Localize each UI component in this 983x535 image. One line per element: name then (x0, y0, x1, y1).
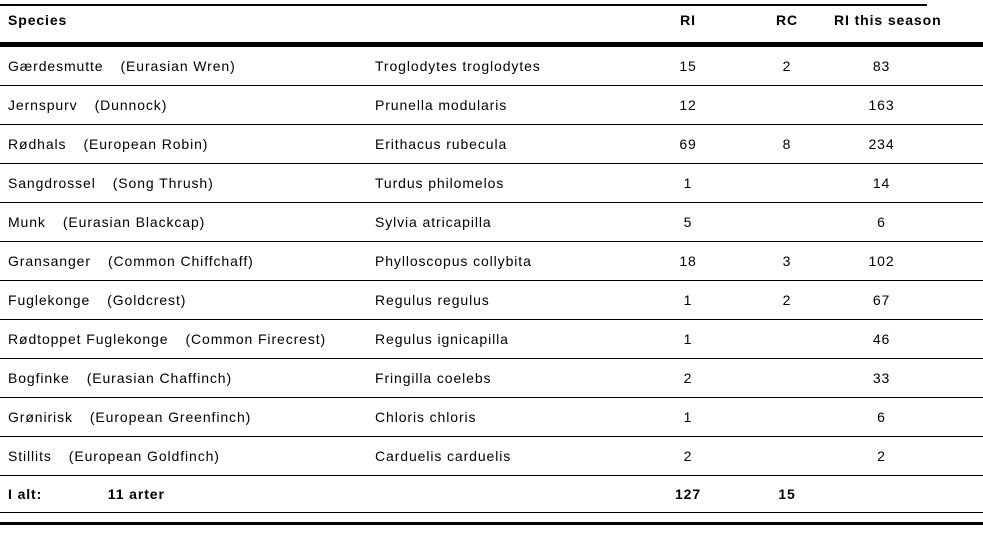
species-row: Gransanger (Common Chiffchaff) Phylloscop… (0, 242, 983, 281)
species-row: Stillits (European Goldfinch) Carduelis c… (0, 437, 983, 476)
ri-season-count: 33 (872, 370, 891, 386)
species-english-name: (European Greenfinch) (89, 409, 252, 425)
total-row: I alt: 11 arter 127 15 (0, 476, 983, 513)
total-label: I alt: (8, 486, 43, 502)
ri-season-count: 234 (868, 136, 895, 152)
species-english-name: (Eurasian Wren) (120, 58, 236, 74)
column-header-ri: RI (680, 12, 696, 28)
species-danish-name: Bogfinke (8, 370, 70, 386)
species-name-cell: Grønirisk (European Greenfinch) (0, 409, 368, 425)
species-scientific-name: Chloris chloris (375, 409, 477, 425)
species-scientific-name: Fringilla coelebs (375, 370, 492, 386)
species-name-cell: Rødhals (European Robin) (0, 136, 368, 152)
species-danish-name: Gransanger (8, 253, 91, 269)
rc-count: 3 (782, 253, 792, 269)
species-danish-name: Jernspurv (8, 97, 78, 113)
ri-count: 1 (683, 409, 693, 425)
ri-count: 18 (679, 253, 697, 269)
ri-season-count: 102 (868, 253, 895, 269)
ri-season-count: 163 (868, 97, 895, 113)
ri-season-count: 83 (872, 58, 891, 74)
ri-season-count: 46 (872, 331, 891, 347)
species-danish-name: Stillits (8, 448, 52, 464)
species-scientific-name: Sylvia atricapilla (375, 214, 492, 230)
table-body: Gærdesmutte (Eurasian Wren) Troglodytes t… (0, 47, 983, 476)
species-row: Rødhals (European Robin) Erithacus rubecu… (0, 125, 983, 164)
species-danish-name: Gærdesmutte (8, 58, 104, 74)
species-danish-name: Rødtoppet Fuglekonge (8, 331, 169, 347)
species-english-name: (Eurasian Chaffinch) (86, 370, 233, 386)
ri-count: 1 (683, 331, 693, 347)
species-row: Gærdesmutte (Eurasian Wren) Troglodytes t… (0, 47, 983, 86)
table-top-rule (0, 4, 927, 6)
column-header-ri-this-season: RI this season (834, 12, 942, 28)
species-scientific-name: Regulus ignicapilla (375, 331, 509, 347)
species-name-cell: Stillits (European Goldfinch) (0, 448, 368, 464)
species-row: Rødtoppet Fuglekonge (Common Firecrest) R… (0, 320, 983, 359)
ri-season-count: 14 (872, 175, 891, 191)
table-bottom-rule (0, 522, 983, 525)
ri-count: 69 (679, 136, 697, 152)
species-name-cell: Gransanger (Common Chiffchaff) (0, 253, 368, 269)
species-danish-name: Grønirisk (8, 409, 73, 425)
header-thick-rule (0, 42, 983, 47)
ri-season-count: 67 (872, 292, 891, 308)
species-scientific-name: Troglodytes troglodytes (375, 58, 541, 74)
total-ri-count: 127 (674, 486, 702, 502)
ri-season-count: 2 (877, 448, 886, 464)
species-row: Sangdrossel (Song Thrush) Turdus philomel… (0, 164, 983, 203)
species-name-cell: Munk (Eurasian Blackcap) (0, 214, 368, 230)
species-name-cell: Gærdesmutte (Eurasian Wren) (0, 58, 368, 74)
rc-count: 2 (782, 292, 792, 308)
species-english-name: (Dunnock) (94, 97, 168, 113)
total-species-cell: I alt: 11 arter (0, 486, 368, 502)
species-row: Grønirisk (European Greenfinch) Chloris c… (0, 398, 983, 437)
species-name-cell: Sangdrossel (Song Thrush) (0, 175, 368, 191)
total-species-count: 11 arter (107, 486, 165, 502)
species-scientific-name: Turdus philomelos (375, 175, 505, 191)
rc-count: 8 (782, 136, 792, 152)
species-scientific-name: Phylloscopus collybita (375, 253, 532, 269)
species-scientific-name: Erithacus rubecula (375, 136, 508, 152)
ri-count: 12 (679, 97, 697, 113)
species-scientific-name: Prunella modularis (375, 97, 508, 113)
species-name-cell: Jernspurv (Dunnock) (0, 97, 368, 113)
species-name-cell: Bogfinke (Eurasian Chaffinch) (0, 370, 368, 386)
ri-count: 2 (683, 370, 693, 386)
species-name-cell: Fuglekonge (Goldcrest) (0, 292, 368, 308)
species-danish-name: Fuglekonge (8, 292, 91, 308)
species-danish-name: Sangdrossel (8, 175, 96, 191)
species-name-cell: Rødtoppet Fuglekonge (Common Firecrest) (0, 331, 368, 347)
column-header-rc: RC (775, 12, 799, 28)
species-row: Munk (Eurasian Blackcap) Sylvia atricapil… (0, 203, 983, 242)
species-danish-name: Munk (8, 214, 46, 230)
ri-count: 2 (683, 448, 693, 464)
ri-count: 5 (683, 214, 693, 230)
ri-season-count: 6 (877, 214, 886, 230)
species-row: Bogfinke (Eurasian Chaffinch) Fringilla c… (0, 359, 983, 398)
species-english-name: (Common Firecrest) (185, 331, 327, 347)
species-english-name: (Common Chiffchaff) (107, 253, 254, 269)
species-english-name: (Goldcrest) (107, 292, 187, 308)
species-danish-name: Rødhals (8, 136, 67, 152)
ri-count: 15 (679, 58, 697, 74)
species-english-name: (Song Thrush) (112, 175, 214, 191)
total-rc-count: 15 (778, 486, 796, 502)
species-row: Jernspurv (Dunnock) Prunella modularis 12… (0, 86, 983, 125)
species-english-name: (European Goldfinch) (68, 448, 220, 464)
column-header-species: Species (8, 12, 68, 28)
ri-count: 1 (683, 292, 693, 308)
species-scientific-name: Carduelis carduelis (375, 448, 512, 464)
table-header-row: Species RI RC RI this season (0, 6, 983, 42)
ri-count: 1 (683, 175, 693, 191)
species-row: Fuglekonge (Goldcrest) Regulus regulus 1 … (0, 281, 983, 320)
species-scientific-name: Regulus regulus (375, 292, 490, 308)
species-english-name: (European Robin) (83, 136, 209, 152)
rc-count: 2 (782, 58, 792, 74)
species-english-name: (Eurasian Blackcap) (62, 214, 206, 230)
ri-season-count: 6 (877, 409, 886, 425)
